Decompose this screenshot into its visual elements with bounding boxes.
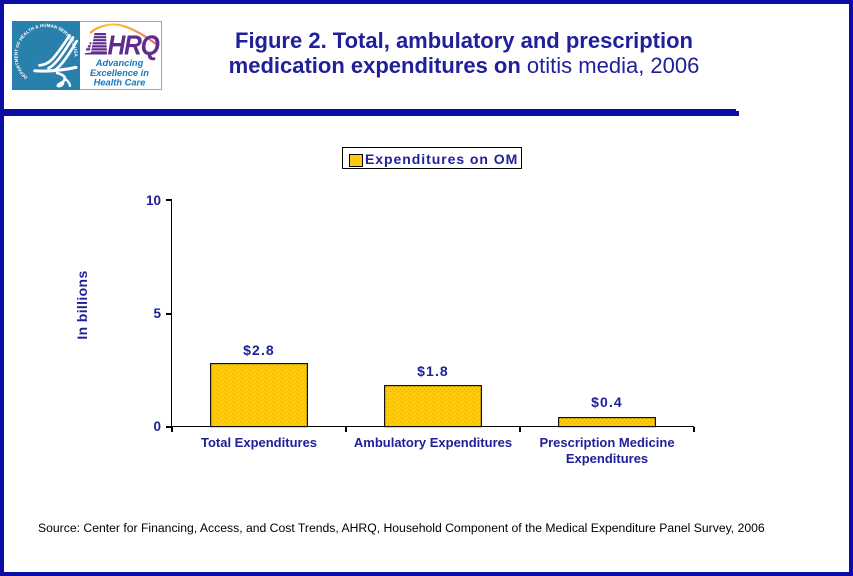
svg-text:HRQ: HRQ	[108, 30, 161, 61]
svg-text:Excellence in: Excellence in	[90, 68, 149, 78]
svg-text:Advancing: Advancing	[95, 58, 144, 68]
svg-text:Health Care: Health Care	[94, 78, 146, 88]
